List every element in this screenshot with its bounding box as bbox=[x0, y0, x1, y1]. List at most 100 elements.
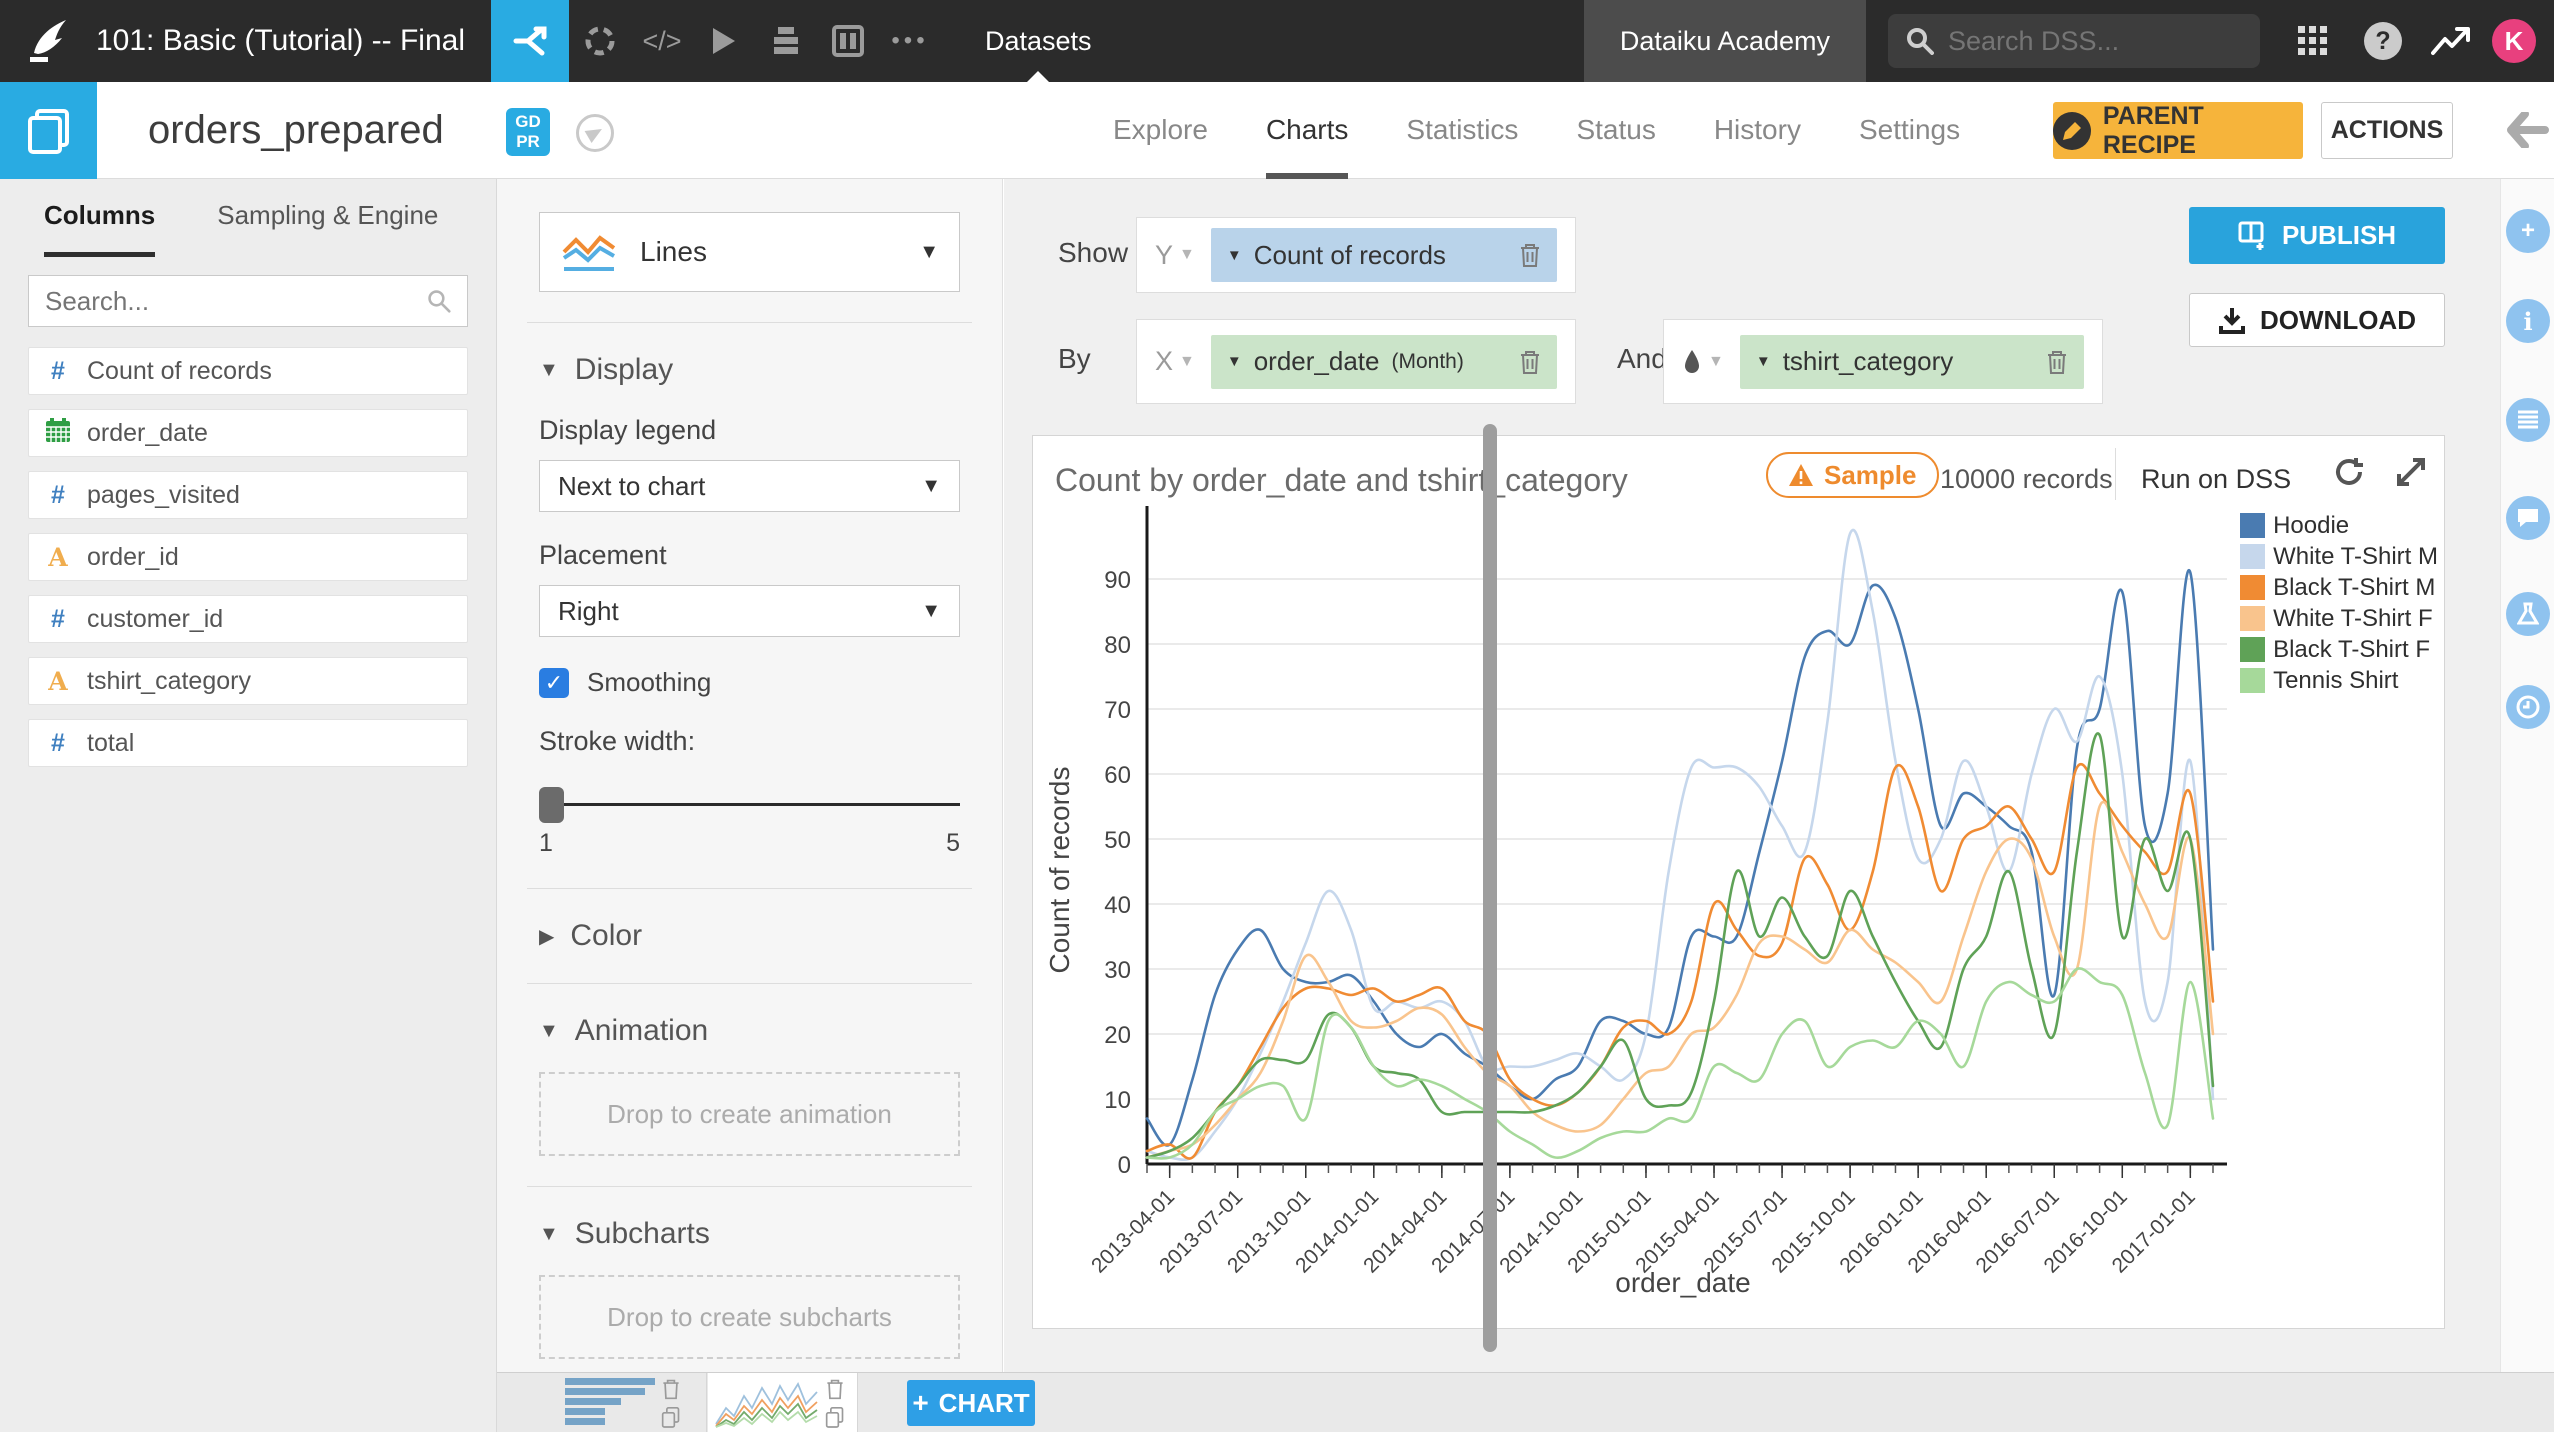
animation-section-header[interactable]: ▼ Animation bbox=[539, 1014, 960, 1048]
gdpr-badge[interactable]: GD PR bbox=[506, 108, 550, 156]
chevron-down-icon: ▼ bbox=[539, 1223, 559, 1246]
trash-icon[interactable] bbox=[1519, 349, 1541, 375]
calendar-icon bbox=[29, 417, 87, 450]
tab-charts[interactable]: Charts bbox=[1266, 82, 1348, 179]
column-item[interactable]: order_date bbox=[28, 409, 468, 457]
chart-thumbnail-bars[interactable] bbox=[559, 1373, 707, 1432]
add-chart-button[interactable]: + CHART bbox=[907, 1380, 1035, 1426]
duplicate-icon[interactable] bbox=[661, 1406, 681, 1428]
add-rail-button[interactable]: + bbox=[2506, 209, 2550, 253]
legend-item[interactable]: Black T-Shirt M bbox=[2240, 572, 2438, 603]
trash-icon[interactable] bbox=[661, 1378, 681, 1400]
line-chart-plot[interactable]: 01020304050607080902013-04-012013-07-012… bbox=[1033, 436, 2446, 1330]
slider-handle[interactable] bbox=[539, 787, 564, 823]
column-item[interactable]: #pages_visited bbox=[28, 471, 468, 519]
x-dimension-pill[interactable]: ▼ order_date (Month) bbox=[1211, 335, 1557, 389]
thumbnail-actions bbox=[825, 1378, 845, 1428]
comments-rail-button[interactable] bbox=[2506, 496, 2550, 540]
navigate-icon[interactable] bbox=[576, 114, 614, 152]
trash-icon[interactable] bbox=[825, 1378, 845, 1400]
line-chart-thumbnail-icon bbox=[714, 1378, 819, 1428]
show-label: Show bbox=[1058, 237, 1128, 269]
smoothing-checkbox[interactable]: ✓ bbox=[539, 668, 569, 698]
run-nav-button[interactable] bbox=[693, 0, 755, 82]
columns-search-input[interactable] bbox=[45, 286, 427, 317]
dss-search-input[interactable] bbox=[1948, 26, 2238, 57]
y-axis-key[interactable]: Y bbox=[1155, 240, 1173, 271]
legend-item[interactable]: Hoodie bbox=[2240, 510, 2438, 541]
chart-type-select[interactable]: Lines ▼ bbox=[539, 212, 960, 292]
more-nav-button[interactable]: ••• bbox=[879, 0, 941, 82]
y-measure-pill[interactable]: ▼ Count of records bbox=[1211, 228, 1557, 282]
column-item[interactable]: Atshirt_category bbox=[28, 657, 468, 705]
color-section-header[interactable]: ▶ Color bbox=[539, 919, 960, 953]
display-section-header[interactable]: ▼ Display bbox=[539, 353, 960, 387]
user-avatar[interactable]: K bbox=[2492, 19, 2536, 63]
actions-button[interactable]: ACTIONS bbox=[2321, 102, 2453, 159]
jobs-icon bbox=[770, 25, 802, 57]
flow-nav-tile[interactable] bbox=[491, 0, 569, 82]
project-title[interactable]: 101: Basic (Tutorial) -- Final bbox=[96, 24, 465, 58]
svg-text:80: 80 bbox=[1104, 632, 1131, 659]
dss-search-box[interactable] bbox=[1888, 14, 2260, 68]
help-button[interactable]: ? bbox=[2364, 22, 2402, 60]
history-rail-button[interactable] bbox=[2506, 685, 2550, 729]
column-item[interactable]: Aorder_id bbox=[28, 533, 468, 581]
subcharts-dropzone[interactable]: Drop to create subcharts bbox=[539, 1275, 960, 1359]
dataiku-logo[interactable] bbox=[0, 0, 96, 82]
lab-rail-button[interactable] bbox=[2506, 592, 2550, 636]
tab-explore[interactable]: Explore bbox=[1113, 82, 1208, 179]
legend-item[interactable]: White T-Shirt M bbox=[2240, 541, 2438, 572]
tab-status[interactable]: Status bbox=[1576, 82, 1655, 179]
notebook-nav-button[interactable] bbox=[817, 0, 879, 82]
chart-config-panel: Lines ▼ ▼ Display Display legend Next to… bbox=[497, 179, 1003, 1372]
config-scrollbar[interactable] bbox=[1483, 424, 1497, 1352]
trash-icon[interactable] bbox=[2046, 349, 2068, 375]
collapse-panel-button[interactable] bbox=[2505, 112, 2549, 153]
column-item[interactable]: #Count of records bbox=[28, 347, 468, 395]
lab-nav-button[interactable] bbox=[569, 0, 631, 82]
parent-recipe-button[interactable]: PARENT RECIPE bbox=[2053, 102, 2303, 159]
stroke-width-slider[interactable] bbox=[539, 785, 960, 825]
legend-item[interactable]: Black T-Shirt F bbox=[2240, 634, 2438, 665]
color-dimension-label: tshirt_category bbox=[1783, 346, 2034, 377]
subcharts-section-header[interactable]: ▼ Subcharts bbox=[539, 1217, 960, 1251]
apps-grid-button[interactable] bbox=[2284, 26, 2342, 56]
x-dimension-label: order_date bbox=[1254, 346, 1380, 377]
animation-dropzone[interactable]: Drop to create animation bbox=[539, 1072, 960, 1156]
jobs-nav-button[interactable] bbox=[755, 0, 817, 82]
legend-item[interactable]: White T-Shirt F bbox=[2240, 603, 2438, 634]
chart-thumbnail-lines[interactable] bbox=[708, 1373, 858, 1432]
legend-item[interactable]: Tennis Shirt bbox=[2240, 665, 2438, 696]
download-button[interactable]: DOWNLOAD bbox=[2189, 293, 2445, 347]
tab-history[interactable]: History bbox=[1714, 82, 1801, 179]
column-name: order_date bbox=[87, 419, 208, 448]
info-rail-button[interactable]: i bbox=[2506, 299, 2550, 343]
academy-link[interactable]: Dataiku Academy bbox=[1584, 0, 1866, 82]
duplicate-icon[interactable] bbox=[825, 1406, 845, 1428]
tab-settings[interactable]: Settings bbox=[1859, 82, 1960, 179]
dataset-title: orders_prepared bbox=[148, 108, 444, 153]
trash-icon[interactable] bbox=[1519, 242, 1541, 268]
column-item[interactable]: #customer_id bbox=[28, 595, 468, 643]
column-item[interactable]: #total bbox=[28, 719, 468, 767]
divider bbox=[527, 1186, 972, 1187]
column-name: total bbox=[87, 729, 134, 758]
placement-select[interactable]: Right ▼ bbox=[539, 585, 960, 637]
display-legend-select[interactable]: Next to chart ▼ bbox=[539, 460, 960, 512]
and-label: And bbox=[1617, 343, 1667, 375]
code-nav-button[interactable]: </> bbox=[631, 0, 693, 82]
nav-section-datasets[interactable]: Datasets bbox=[941, 0, 1136, 82]
tab-statistics[interactable]: Statistics bbox=[1406, 82, 1518, 179]
play-icon bbox=[711, 26, 737, 56]
details-rail-button[interactable] bbox=[2506, 398, 2550, 442]
dataset-type-tile[interactable] bbox=[0, 82, 97, 179]
columns-search-box[interactable] bbox=[28, 275, 468, 327]
sidebar-tab-columns[interactable]: Columns bbox=[44, 179, 155, 257]
trend-button[interactable] bbox=[2424, 25, 2478, 57]
x-axis-key[interactable]: X bbox=[1155, 346, 1173, 377]
color-dimension-pill[interactable]: ▼ tshirt_category bbox=[1740, 335, 2084, 389]
publish-button[interactable]: PUBLISH bbox=[2189, 207, 2445, 264]
svg-text:20: 20 bbox=[1104, 1022, 1131, 1049]
sidebar-tab-sampling[interactable]: Sampling & Engine bbox=[217, 179, 438, 257]
